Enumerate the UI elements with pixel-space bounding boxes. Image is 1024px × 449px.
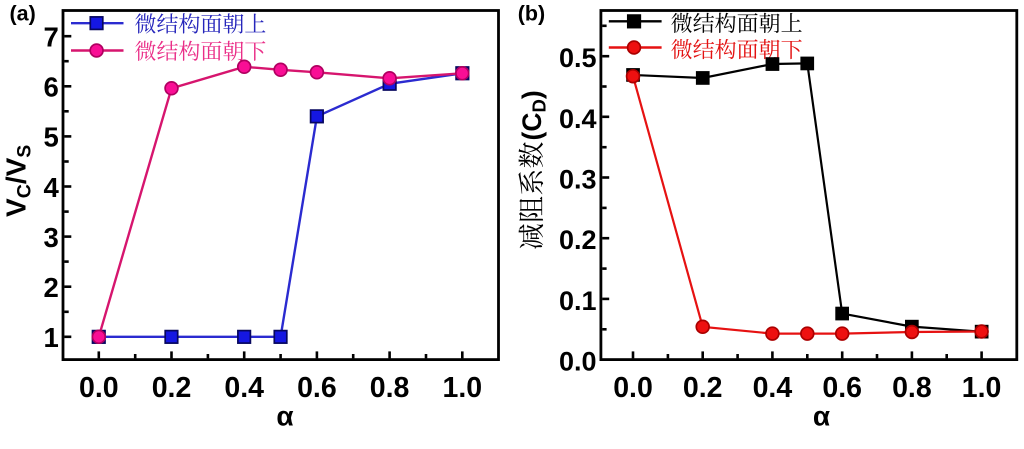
svg-text:7: 7 bbox=[44, 22, 59, 53]
svg-text:0.8: 0.8 bbox=[370, 372, 410, 404]
svg-text:0.3: 0.3 bbox=[559, 165, 597, 195]
svg-text:1: 1 bbox=[44, 322, 59, 353]
svg-text:0.0: 0.0 bbox=[79, 372, 119, 404]
svg-text:0.4: 0.4 bbox=[559, 104, 597, 134]
svg-text:5: 5 bbox=[44, 122, 59, 153]
svg-text:0.5: 0.5 bbox=[559, 43, 597, 73]
svg-text:(a): (a) bbox=[10, 1, 36, 25]
svg-text:1.0: 1.0 bbox=[962, 372, 1002, 404]
svg-text:(b): (b) bbox=[518, 1, 545, 25]
svg-text:(CD): (CD) bbox=[517, 90, 550, 140]
svg-text:0.6: 0.6 bbox=[297, 372, 337, 404]
svg-text:0.0: 0.0 bbox=[559, 347, 597, 377]
svg-text:0.4: 0.4 bbox=[753, 372, 793, 404]
svg-text:α: α bbox=[813, 400, 830, 431]
svg-text:3: 3 bbox=[44, 222, 59, 253]
svg-text:0.2: 0.2 bbox=[152, 372, 192, 404]
svg-text:0.1: 0.1 bbox=[559, 286, 597, 316]
svg-text:1.0: 1.0 bbox=[442, 372, 482, 404]
svg-text:0.8: 0.8 bbox=[892, 372, 932, 404]
svg-text:0.0: 0.0 bbox=[613, 372, 653, 404]
svg-text:2: 2 bbox=[44, 272, 59, 303]
svg-text:0.6: 0.6 bbox=[822, 372, 862, 404]
svg-text:0.2: 0.2 bbox=[559, 225, 597, 255]
svg-text:α: α bbox=[276, 400, 293, 431]
svg-text:6: 6 bbox=[44, 72, 59, 103]
svg-text:4: 4 bbox=[44, 172, 60, 203]
svg-text:0.4: 0.4 bbox=[224, 372, 264, 404]
svg-text:0.2: 0.2 bbox=[683, 372, 723, 404]
